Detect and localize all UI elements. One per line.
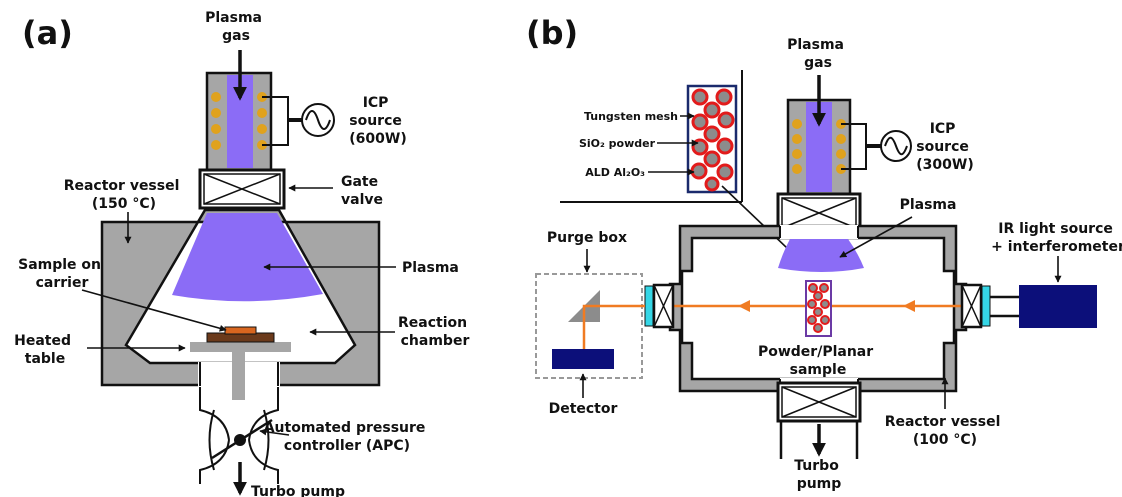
sample-on-carrier-label: Sample on carrier [18,257,106,291]
plasma-region-b [778,239,864,272]
sio2-powder-label: SiO₂ powder [579,137,656,150]
apc-label: Automated pressure controller (APC) [264,420,431,454]
ir-beam-to-detector [582,304,645,349]
panel-a: (a) Plasma gas ICP source (600W) [14,10,472,497]
ir-window-left [644,285,654,327]
icp-source-label-b: ICP source (300W) [916,121,974,173]
sample-label-b: Powder/Planar sample [758,344,878,378]
sine-wave-icon-a [305,110,331,130]
panel-b-letter: (b) [526,14,578,52]
plasma-arrow-b [839,216,913,258]
apc-arrow [259,428,290,436]
ir-beam-arrow-right [903,300,915,312]
ir-source-box [1019,285,1097,328]
icp-wire-bottom-a [262,120,302,146]
icp-wire-top-a [262,96,302,120]
icp-coil-b [792,119,846,174]
icp-coil-a [211,92,267,150]
icp-wire-bottom-b [841,146,881,170]
icp-wire-top-b [841,123,881,146]
sine-wave-icon-b [884,136,908,156]
top-port-gap [780,225,858,239]
heated-table [190,342,291,352]
powder-particles-inset [690,88,735,192]
heated-table-label: Heated table [14,333,76,367]
table-stem [232,352,245,400]
plasma-gas-label-b: Plasma gas [787,37,849,71]
purge-box-label: Purge box [547,230,627,246]
detector-label: Detector [549,401,618,417]
detector [552,349,614,369]
plasma-cone-a [172,213,323,302]
purge-box [535,273,643,379]
turbo-pump-label-b: Turbo pump [794,458,843,492]
reactor-vessel-label-a: Reactor vessel (150 °C) [64,178,185,212]
ir-beam-arrow-left [738,300,750,312]
reactor-vessel-label-b: Reactor vessel (100 °C) [885,414,1006,448]
icp-source-label-a: ICP source (600W) [349,95,407,147]
tungsten-mesh-label: Tungsten mesh [584,110,678,123]
panel-b: (b) Tungsten mesh SiO₂ powder ALD Al₂O₃ … [526,14,1122,492]
reactor-vessel-a [100,208,381,387]
panel-a-letter: (a) [22,14,73,52]
sample-a [224,326,257,335]
gate-valve-bottom-b [776,381,862,423]
ir-source-label: IR light source + interferometer [991,221,1122,255]
ald-al2o3-label: ALD Al₂O₃ [585,166,645,179]
gate-valve-label: Gate valve [341,174,383,208]
plasma-gas-label-a: Plasma gas [205,10,267,44]
apc-valve-pivot [234,434,246,446]
exhaust-pipe-left [199,387,230,441]
plasma-label-b: Plasma [900,197,957,213]
ir-window-right [981,285,991,327]
powder-sample-particles [807,283,830,333]
plasma-label-a: Plasma [402,260,459,276]
reaction-chamber-label: Reaction chamber [398,315,472,349]
turbo-pump-label-a: Turbo pump [251,484,345,497]
sample-on-carrier-arrow [81,289,227,332]
